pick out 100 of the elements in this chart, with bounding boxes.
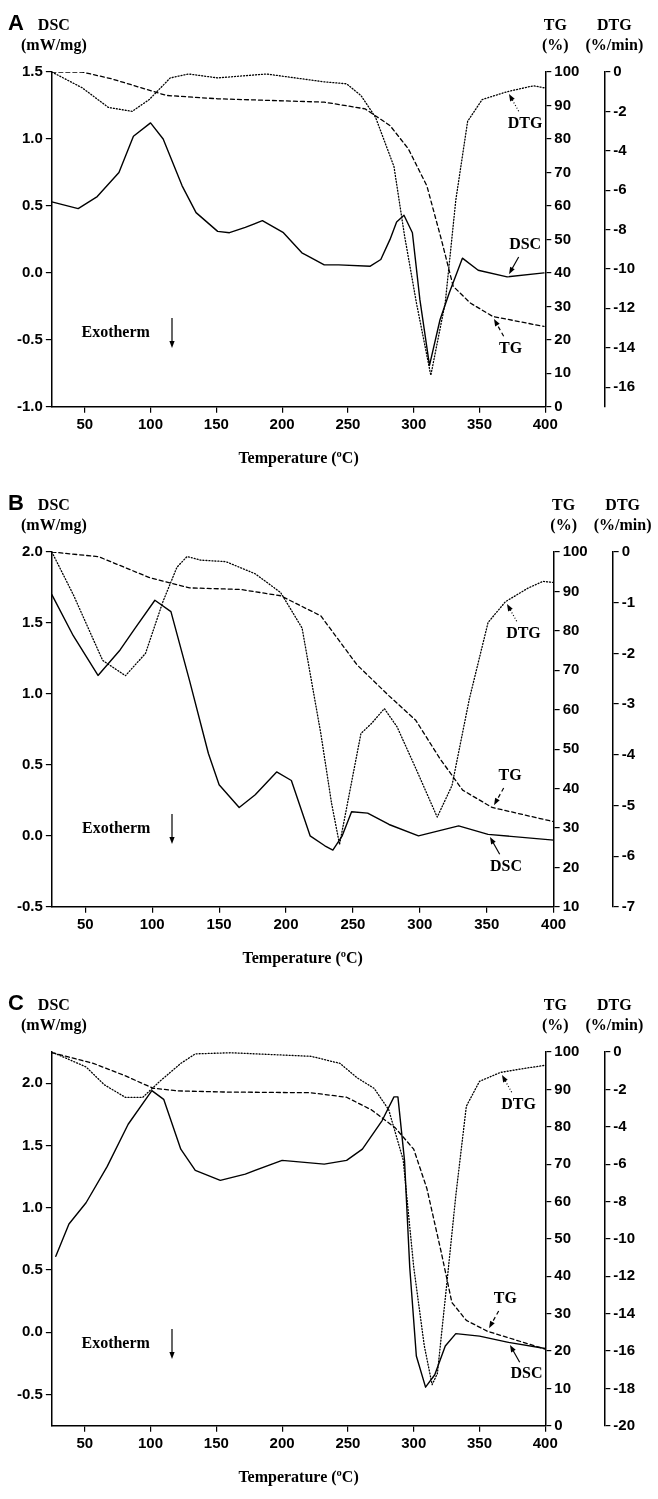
y2-tick-label: 0	[554, 1415, 563, 1433]
y-tick-label: 1.0	[21, 129, 43, 147]
y3-tick-label: -8	[613, 219, 627, 237]
y3-tick-label: -12	[613, 298, 636, 316]
y3-tick-label: -2	[613, 1079, 627, 1097]
y3-tick-label: 0	[621, 542, 631, 560]
y3-tick-label: -3	[621, 694, 636, 712]
y2-tick-label: 20	[554, 1341, 571, 1359]
y3-tick-label: -4	[613, 140, 628, 158]
y-tick-label: 0.5	[21, 196, 43, 214]
y2-tick-label: 10	[554, 1378, 571, 1396]
y3-tick-label: -12	[613, 1266, 636, 1284]
legend-label: DTG	[501, 1094, 537, 1112]
x-tick-label: 250	[335, 414, 361, 432]
y2-tick-label: 10	[562, 896, 580, 914]
y3-tick-label: -5	[621, 795, 636, 813]
y3-axis-title: DTG (%/min)	[585, 996, 644, 1035]
y2-axis-title: TG (%)	[541, 16, 569, 55]
y3-tick-label: -4	[613, 1116, 628, 1134]
x-tick-label: 400	[532, 414, 558, 432]
series-label: TG	[498, 765, 523, 783]
y-tick-label: -0.5	[16, 896, 43, 914]
y2-tick-label: 100	[554, 1042, 580, 1060]
y2-tick-label: 50	[562, 739, 580, 757]
x-tick-label: 50	[76, 1433, 94, 1451]
x-tick-label: 300	[407, 914, 433, 932]
y2-tick-label: 70	[554, 162, 571, 180]
y-tick-label: -0.5	[16, 329, 43, 347]
y3-tick-label: -10	[613, 259, 636, 277]
y2-tick-label: 30	[554, 1303, 571, 1321]
y3-axis-title: DTG (%/min)	[593, 496, 652, 535]
y2-tick-label: 70	[554, 1154, 571, 1172]
y2-tick-label: 80	[562, 620, 580, 638]
y3-tick-label: -2	[621, 643, 636, 661]
x-tick-label: 200	[269, 1433, 295, 1451]
x-axis-title: Temperature (ºC)	[238, 1467, 359, 1486]
x-tick-label: 100	[139, 914, 165, 932]
y2-tick-label: 0	[554, 396, 563, 414]
x-tick-label: 200	[269, 414, 295, 432]
y2-tick-label: 30	[562, 818, 580, 836]
x-tick-label: 300	[401, 414, 427, 432]
x-tick-label: 350	[466, 414, 493, 432]
y2-tick-label: 60	[562, 699, 580, 717]
y3-tick-label: -2	[613, 101, 627, 119]
y-tick-label: 0.0	[21, 825, 43, 843]
y3-tick-label: -6	[621, 846, 636, 864]
y3-tick-label: -7	[621, 896, 636, 914]
x-axis-title: Temperature (ºC)	[242, 948, 363, 967]
annotation: Exotherm	[81, 323, 151, 341]
x-tick-label: 100	[138, 1433, 164, 1451]
x-tick-label: 350	[474, 914, 500, 932]
y2-tick-label: 20	[554, 329, 571, 347]
y2-tick-label: 40	[562, 778, 580, 796]
y3-tick-label: 0	[613, 1042, 622, 1060]
y3-tick-label: -10	[613, 1229, 636, 1247]
legend-label: TG	[499, 338, 523, 356]
y-tick-label: -0.5	[16, 1384, 43, 1402]
x-tick-label: 250	[335, 1433, 361, 1451]
y2-tick-label: 90	[562, 581, 580, 599]
y2-tick-label: 100	[554, 62, 580, 80]
x-tick-label: 50	[76, 414, 94, 432]
x-tick-label: 400	[541, 914, 567, 932]
y-tick-label: 0.5	[21, 755, 43, 773]
y-tick-label: 1.5	[21, 62, 43, 80]
y-tick-label: 2.0	[21, 542, 43, 560]
y3-tick-label: -8	[613, 1191, 627, 1209]
y2-tick-label: 50	[554, 1229, 571, 1247]
y2-tick-label: 10	[554, 363, 571, 381]
y2-tick-label: 70	[562, 660, 580, 678]
y2-tick-label: 80	[554, 129, 571, 147]
legend-label: DTG	[507, 113, 544, 131]
legend-label: DSC	[510, 1364, 543, 1382]
y3-tick-label: -6	[613, 1154, 627, 1172]
x-axis-title: Temperature (ºC)	[238, 448, 359, 467]
y3-tick-label: -16	[613, 377, 636, 395]
series-label: TG	[493, 1289, 518, 1307]
x-tick-label: 150	[203, 1433, 229, 1451]
x-tick-label: 50	[76, 914, 94, 932]
y2-tick-label: 30	[554, 296, 571, 314]
y3-tick-label: -14	[613, 337, 636, 355]
y3-tick-label: -6	[613, 180, 627, 198]
y2-tick-label: 80	[554, 1116, 571, 1134]
y2-tick-label: 60	[554, 196, 571, 214]
y3-tick-label: -1	[621, 592, 636, 610]
x-tick-label: 400	[532, 1433, 558, 1451]
y2-axis-title: TG (%)	[550, 496, 577, 535]
y3-tick-label: -16	[613, 1341, 636, 1359]
x-tick-label: 100	[138, 414, 164, 432]
y2-tick-label: 90	[554, 1079, 571, 1097]
y2-tick-label: 40	[554, 1266, 571, 1284]
y2-tick-label: 60	[554, 1191, 571, 1209]
y-tick-label: 0.0	[21, 1322, 43, 1340]
y-tick-label: 0.0	[21, 263, 43, 281]
y-tick-label: 1.0	[21, 1197, 43, 1215]
x-tick-label: 200	[273, 914, 299, 932]
y2-tick-label: 40	[554, 263, 571, 281]
y2-tick-label: 50	[554, 229, 571, 247]
y2-tick-label: 20	[562, 857, 580, 875]
legend-label: DTG	[506, 623, 542, 641]
y2-tick-label: 90	[554, 95, 571, 113]
